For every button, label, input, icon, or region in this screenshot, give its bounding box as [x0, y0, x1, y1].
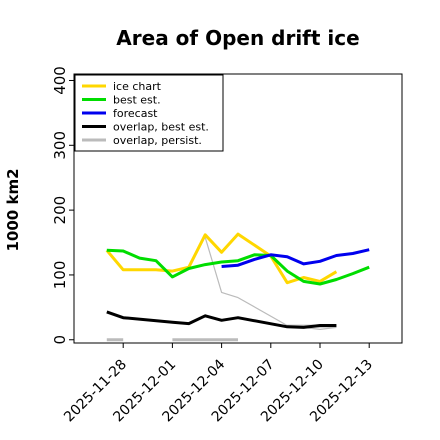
series-layer: [105, 232, 370, 342]
series-line-overlap-best-est: [106, 310, 337, 329]
y-tick-label: 300: [51, 131, 69, 160]
y-tick-label: 0: [51, 335, 69, 345]
series-line-forecast: [221, 248, 370, 268]
y-tick-label: 200: [51, 196, 69, 225]
y-axis-label: 1000 km2: [4, 168, 22, 251]
legend-label: best est.: [113, 94, 161, 107]
series-line-overlap-persist: [204, 237, 337, 330]
series-line-ice-chart: [105, 232, 338, 285]
legend-label: forecast: [113, 107, 158, 120]
y-tick-label: 400: [51, 66, 69, 95]
chart-title: Area of Open drift ice: [116, 26, 359, 50]
legend-label: overlap, best est.: [113, 121, 209, 134]
legend-label: overlap, persist.: [113, 134, 202, 147]
y-tick-label: 100: [51, 261, 69, 290]
y-axis: 0 100 200 300 400: [51, 66, 74, 345]
x-axis: 2025-11-282025-12-012025-12-042025-12-07…: [61, 343, 376, 425]
legend-label: ice chart: [113, 80, 162, 93]
series-line-best-est: [106, 248, 370, 286]
